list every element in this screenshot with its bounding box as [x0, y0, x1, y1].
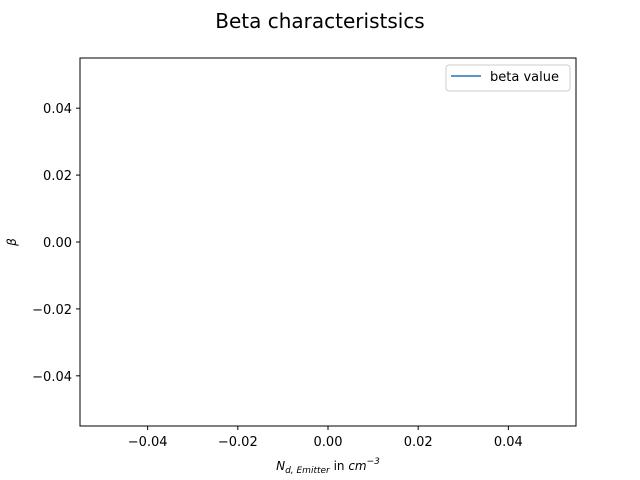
y-tick-label: −0.02	[32, 303, 72, 318]
x-axis-label-unit: cm	[348, 459, 366, 473]
x-axis-label-connector: in	[330, 459, 349, 473]
legend: beta value	[445, 64, 571, 92]
x-axis-ticks: −0.04 −0.02 0.00 0.02 0.04	[128, 426, 523, 450]
x-axis-label-superscript: −3	[367, 457, 381, 467]
legend-entry-beta-value: beta value	[490, 70, 559, 85]
x-axis-label: Nd, Emitter in cm−3	[276, 457, 380, 476]
y-tick-label: 0.04	[43, 102, 72, 117]
x-tick-label: 0.04	[494, 435, 523, 450]
x-axis-label-main: N	[276, 459, 285, 473]
x-tick-label: −0.04	[128, 435, 168, 450]
y-axis-label: β	[5, 238, 19, 247]
x-tick-label: 0.02	[404, 435, 433, 450]
chart-title: Beta characteristsics	[215, 9, 424, 33]
x-axis-label-subscript: d, Emitter	[285, 466, 331, 476]
y-axis-ticks: 0.04 0.02 0.00 −0.02 −0.04	[32, 102, 80, 385]
legend-box	[445, 64, 571, 92]
y-tick-label: −0.04	[32, 370, 72, 385]
x-tick-label: −0.02	[218, 435, 258, 450]
plot-area	[79, 57, 577, 427]
x-tick-label: 0.00	[314, 435, 343, 450]
y-tick-label: 0.00	[43, 236, 72, 251]
y-tick-label: 0.02	[43, 169, 72, 184]
